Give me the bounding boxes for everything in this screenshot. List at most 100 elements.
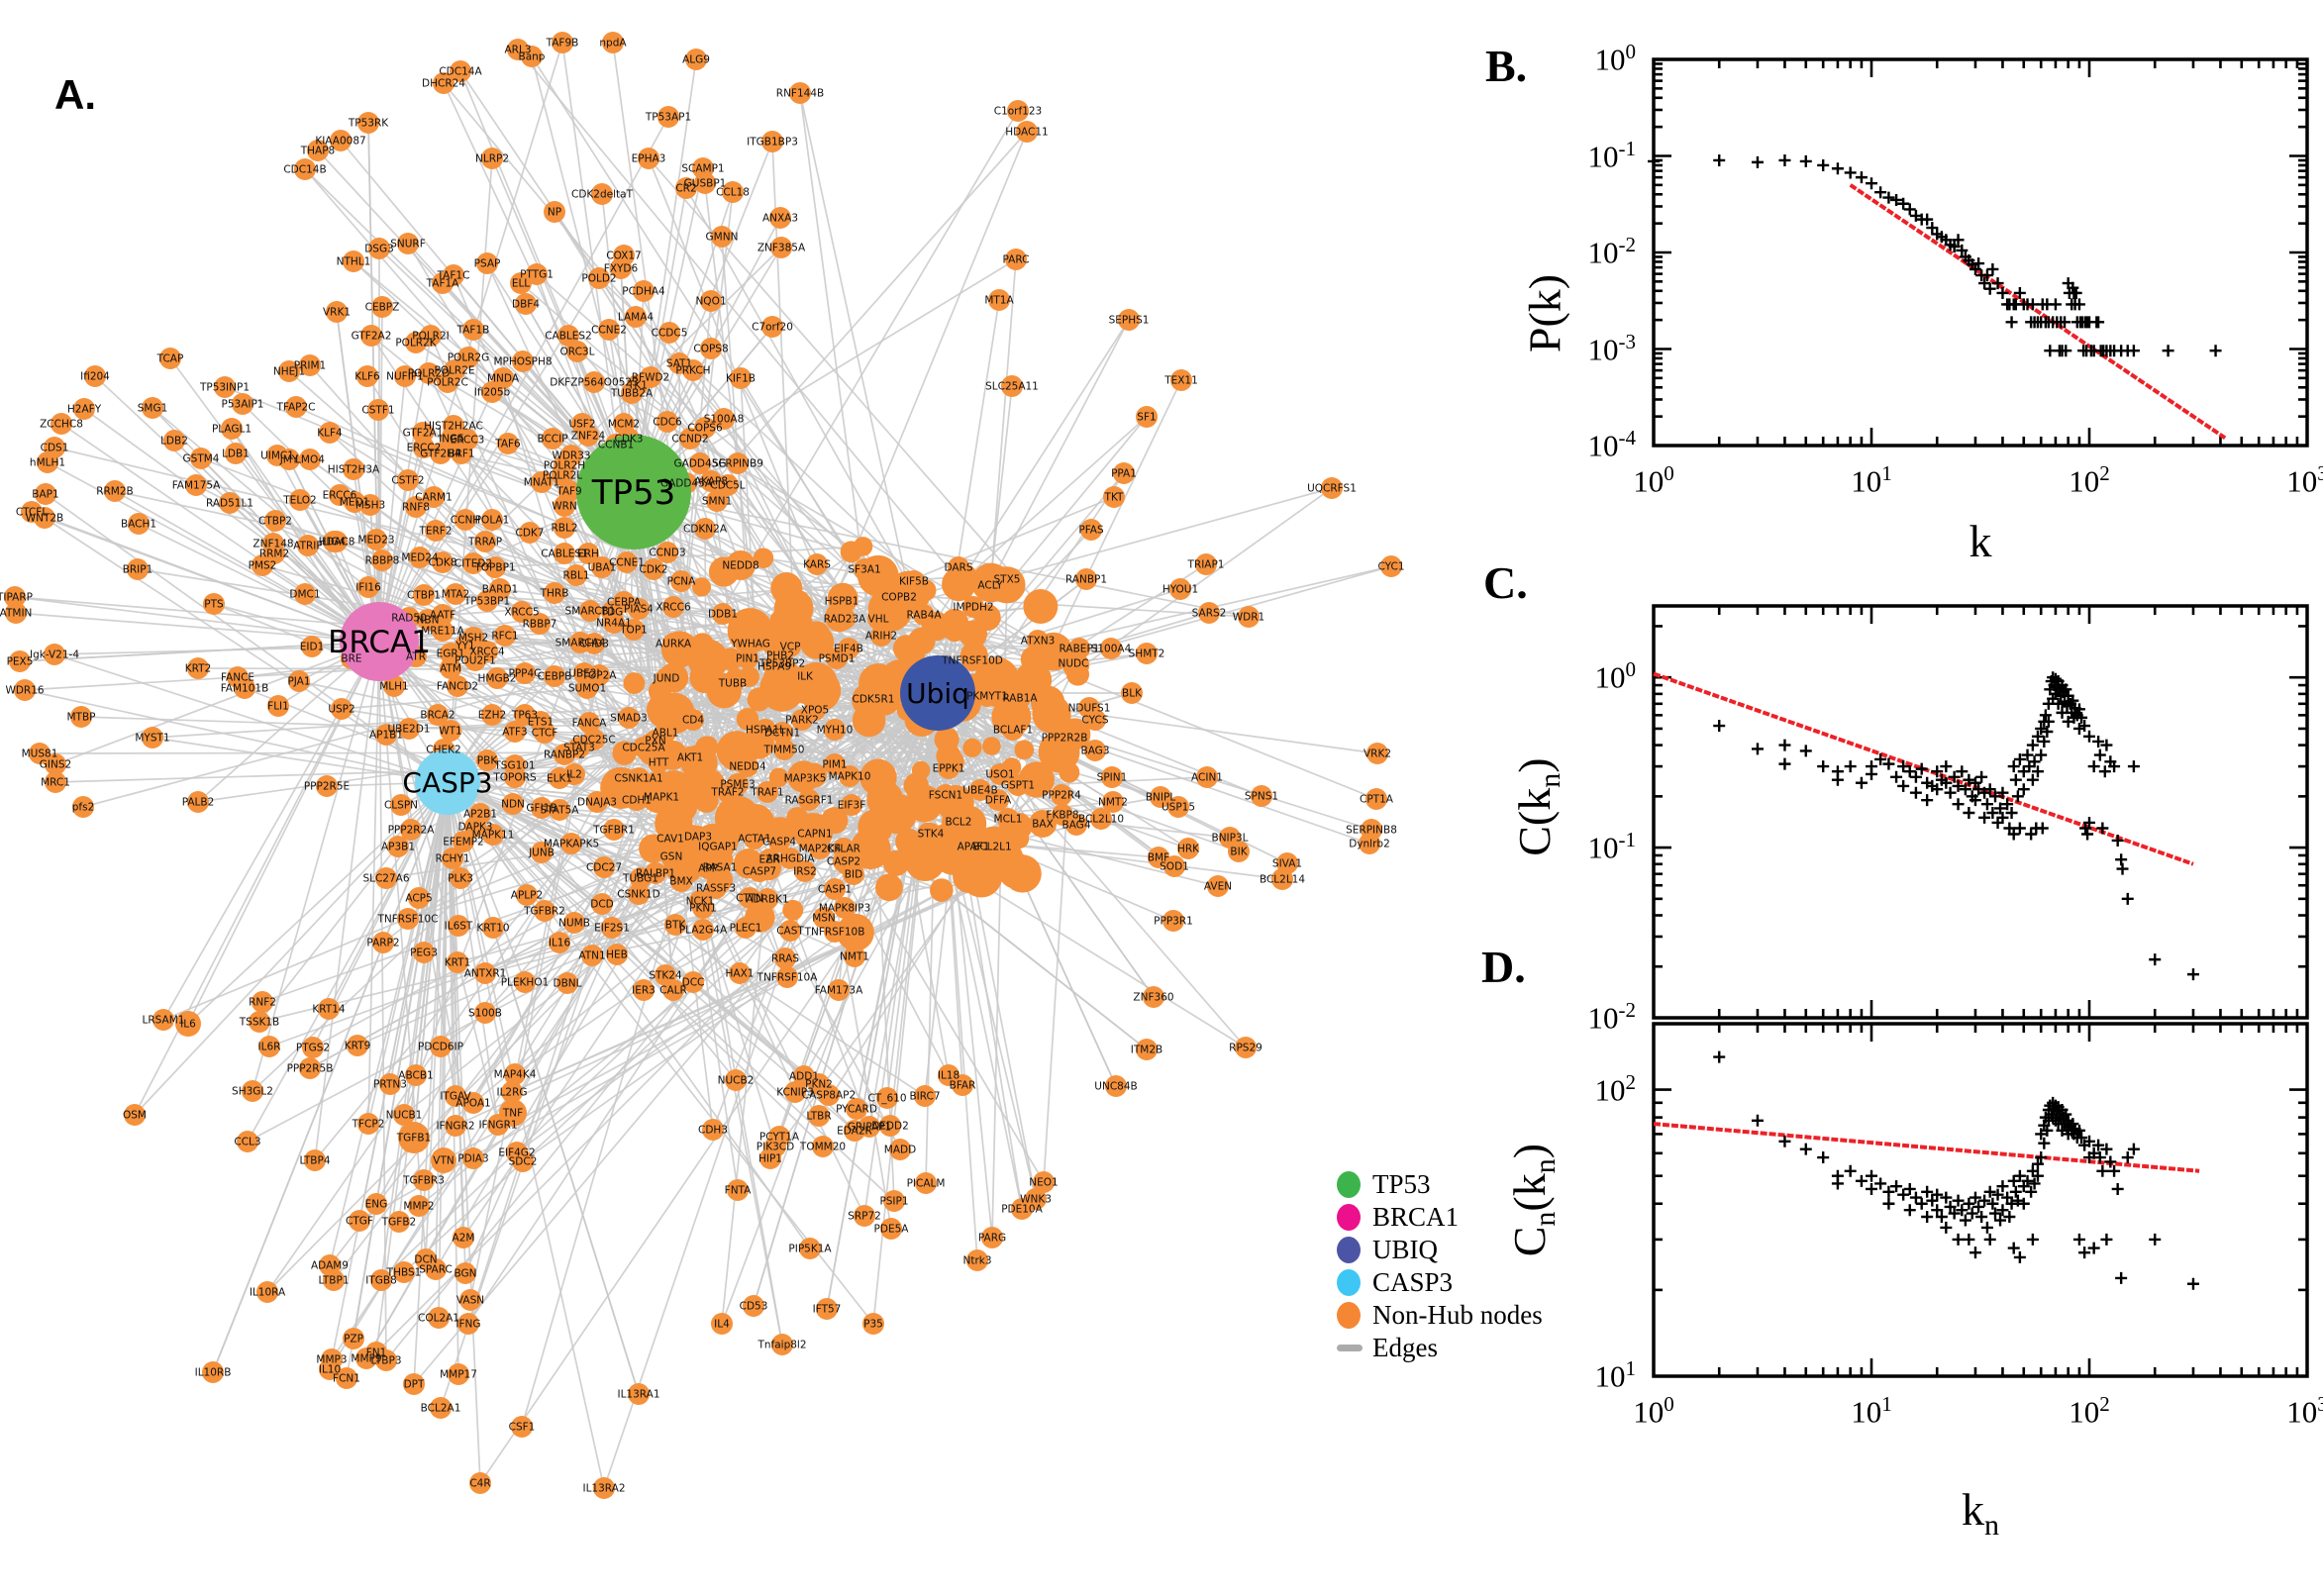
network-filler-node: [739, 666, 759, 687]
network-node: [307, 140, 329, 161]
network-node: [675, 177, 697, 199]
edge: [162, 695, 942, 1021]
plus-marker: [1909, 786, 1922, 799]
plus-marker: [1831, 773, 1844, 786]
network-filler-node: [714, 795, 760, 841]
edge: [114, 490, 380, 643]
plus-marker: [1844, 166, 1857, 179]
edge: [958, 416, 1148, 585]
network-node: [343, 250, 364, 272]
plus-marker: [2186, 968, 2199, 981]
plus-marker: [2121, 1151, 2134, 1164]
plus-marker: [1866, 177, 1877, 190]
plus-marker: [1956, 765, 1969, 778]
network-node: [462, 319, 484, 341]
network-filler-node: [836, 913, 874, 951]
network-filler-node: [998, 860, 1020, 882]
plus-marker: [1897, 1188, 1910, 1201]
panel_d: [1652, 1022, 2309, 1378]
legend-label: Edges: [1372, 1333, 1438, 1362]
network-filler-node: [695, 736, 718, 759]
panel-a-label: A.: [54, 71, 96, 118]
edge: [633, 491, 1250, 618]
legend-label: TP53: [1372, 1169, 1431, 1199]
network-filler-node: [905, 784, 944, 823]
plus-marker: [1713, 153, 1726, 166]
panel_c-ytick: 10-2: [1587, 998, 1637, 1036]
plus-marker: [2009, 773, 2022, 786]
edge: [447, 781, 526, 983]
plus-marker: [1969, 1247, 1981, 1259]
edge: [968, 875, 1247, 1048]
plot-frame: [1652, 57, 2309, 448]
network-filler-node: [960, 855, 1003, 898]
network-node: [769, 207, 791, 229]
edge: [331, 781, 449, 1360]
node-swatch-icon: [1337, 1171, 1361, 1198]
edge: [913, 689, 1037, 1200]
plus-marker: [2096, 1164, 2109, 1177]
network-node: [761, 131, 783, 152]
network-filler-node: [982, 737, 1001, 755]
plus-marker: [1882, 1185, 1895, 1198]
plus-marker: [1844, 1164, 1857, 1177]
plus-marker: [2115, 1271, 2128, 1284]
plus-marker: [2092, 316, 2105, 329]
edge: [447, 781, 824, 1147]
edge: [54, 641, 380, 765]
edge: [134, 641, 380, 1116]
plus-marker: [1986, 262, 1999, 275]
plus-marker: [2162, 345, 2174, 357]
plus-marker: [1751, 155, 1764, 168]
edge: [314, 641, 380, 1161]
edge: [447, 781, 830, 1096]
plus-marker: [1983, 1233, 1996, 1246]
network-filler-node: [1033, 709, 1052, 728]
plus-marker: [1890, 770, 1903, 783]
panel_b-ytick: 100: [1594, 40, 1637, 77]
plus-marker: [1751, 743, 1764, 755]
edge: [786, 587, 1250, 618]
plus-marker: [1909, 1191, 1922, 1204]
plus-marker: [1817, 158, 1830, 171]
network-node: [685, 49, 707, 70]
edge: [454, 869, 1010, 1127]
legend-label: CASP3: [1372, 1267, 1454, 1297]
plus-marker: [2036, 822, 2049, 835]
network-node: [433, 72, 454, 94]
panel_d-points: [1713, 1050, 2199, 1290]
plus-marker: [1963, 807, 1975, 820]
network-node: [625, 306, 647, 328]
plus-marker: [2026, 1233, 2039, 1246]
network-node: [638, 148, 659, 169]
plus-marker: [1915, 1197, 1928, 1210]
plus-marker: [2035, 748, 2048, 761]
plus-marker: [1713, 1050, 1726, 1063]
network-node: [432, 272, 454, 294]
network-node: [397, 233, 419, 254]
panel-c-label: C.: [1483, 557, 1528, 608]
network-node: [544, 201, 565, 223]
panel_c-points: [1713, 671, 2199, 981]
plus-marker: [1817, 760, 1830, 773]
nodes-layer: [4, 32, 1402, 1499]
plus-marker: [2013, 1250, 2026, 1263]
plus-marker: [2072, 1233, 2085, 1246]
node-swatch-icon: [1337, 1269, 1361, 1296]
plus-marker: [2093, 748, 2106, 761]
plus-marker: [2096, 822, 2109, 835]
network-node: [633, 280, 655, 302]
plus-marker: [2127, 345, 2140, 357]
edge: [511, 869, 1010, 1093]
plus-marker: [1799, 1143, 1812, 1155]
plus-marker: [1959, 1214, 1971, 1227]
network-node: [476, 252, 498, 274]
edge: [447, 781, 481, 1484]
network-node: [657, 106, 679, 128]
plus-marker: [2149, 1233, 2162, 1246]
edge: [200, 457, 380, 643]
network-node: [368, 238, 390, 259]
plus-marker: [1952, 1233, 1965, 1246]
